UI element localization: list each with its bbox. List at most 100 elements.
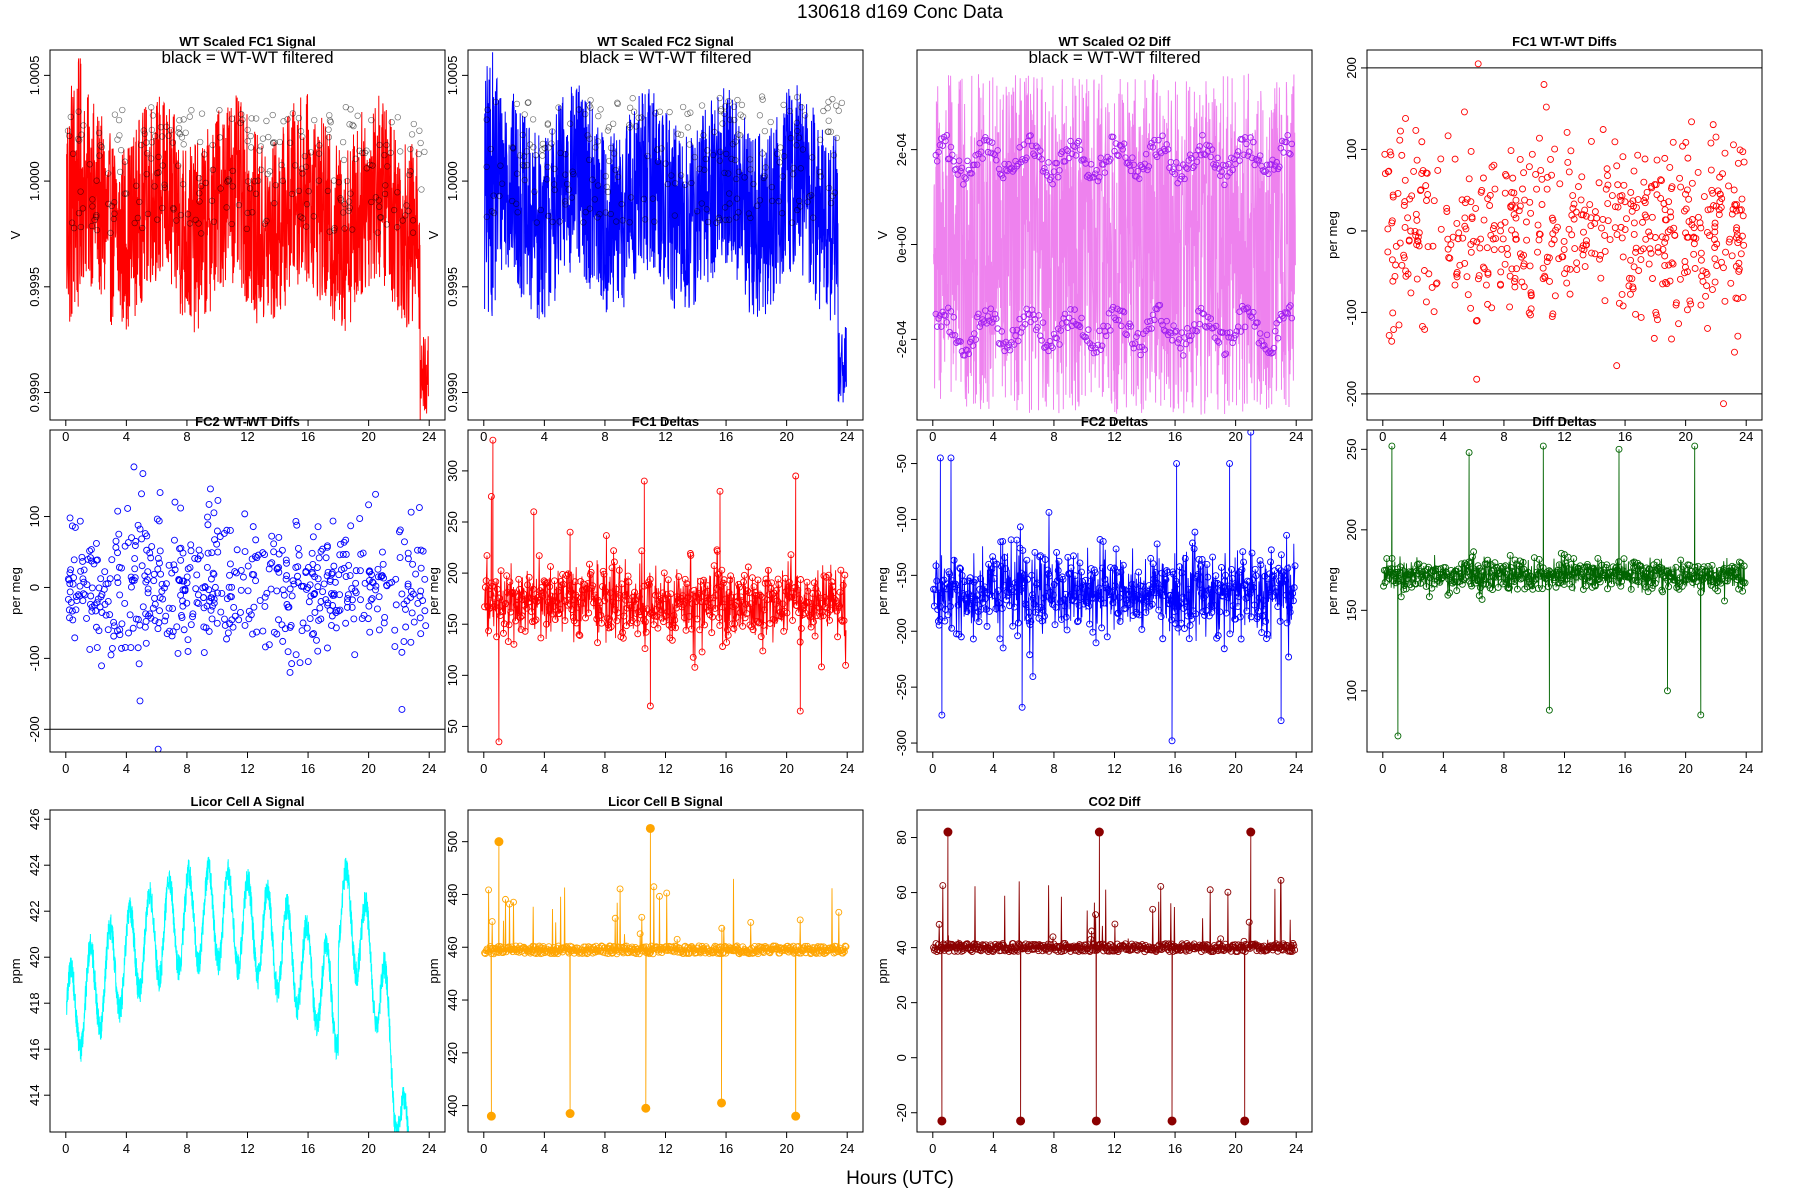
data-point bbox=[213, 619, 221, 627]
data-point bbox=[1200, 941, 1208, 949]
data-point bbox=[1508, 188, 1516, 196]
data-point bbox=[1537, 167, 1545, 174]
data-point bbox=[1029, 594, 1037, 602]
y-tick-label: -150 bbox=[894, 562, 909, 588]
x-tick-label: 8 bbox=[601, 1141, 608, 1156]
filtered-point bbox=[1126, 161, 1133, 169]
filtered-point bbox=[786, 107, 793, 115]
data-point bbox=[1386, 148, 1394, 156]
data-point bbox=[1563, 279, 1571, 287]
filtered-point bbox=[96, 152, 103, 159]
data-point bbox=[216, 533, 224, 541]
data-point bbox=[1252, 572, 1260, 580]
filtered-point bbox=[79, 205, 87, 212]
filtered-point bbox=[1087, 161, 1095, 168]
filtered-point bbox=[1195, 146, 1202, 154]
data-point bbox=[559, 580, 567, 588]
filtered-point bbox=[368, 198, 375, 206]
data-point bbox=[1240, 558, 1248, 566]
data-point bbox=[634, 630, 642, 638]
filtered-point bbox=[1251, 161, 1258, 169]
data-point bbox=[643, 605, 651, 613]
y-tick-label: 1.0000 bbox=[27, 161, 42, 201]
data-point bbox=[1059, 576, 1067, 583]
data-point bbox=[168, 569, 176, 577]
y-tick-label: 1.0005 bbox=[27, 55, 42, 95]
x-tick-label: 20 bbox=[361, 761, 375, 776]
data-point bbox=[281, 625, 289, 633]
data-point bbox=[1458, 560, 1466, 568]
data-point bbox=[1597, 274, 1605, 282]
data-point bbox=[1704, 324, 1711, 332]
filtered-point bbox=[247, 144, 255, 151]
data-point bbox=[936, 454, 944, 462]
data-point bbox=[1690, 250, 1698, 258]
data-point bbox=[485, 627, 493, 635]
filtered-point bbox=[1182, 164, 1190, 171]
filtered-point bbox=[703, 206, 710, 213]
filtered-point bbox=[831, 189, 838, 196]
data-point bbox=[1424, 243, 1432, 251]
plot-frame bbox=[1366, 49, 1763, 421]
filtered-point bbox=[93, 226, 101, 234]
data-point bbox=[1236, 613, 1244, 621]
data-point bbox=[153, 515, 161, 523]
data-point bbox=[317, 615, 325, 623]
data-point bbox=[124, 539, 132, 547]
data-point bbox=[1020, 571, 1028, 579]
data-point bbox=[1209, 553, 1217, 561]
data-point bbox=[1141, 596, 1149, 604]
filtered-point bbox=[216, 134, 224, 141]
data-point bbox=[1168, 737, 1176, 745]
data-point bbox=[328, 612, 336, 620]
data-point bbox=[946, 602, 954, 610]
data-point bbox=[1668, 335, 1675, 343]
data-point bbox=[1601, 297, 1609, 305]
filtered-point bbox=[284, 116, 291, 123]
data-point bbox=[373, 605, 381, 613]
data-point bbox=[1239, 548, 1247, 556]
data-point bbox=[788, 593, 796, 601]
filtered-point bbox=[635, 114, 642, 121]
x-tick-label: 0 bbox=[62, 761, 69, 776]
data-point bbox=[1709, 286, 1716, 293]
data-point bbox=[226, 560, 234, 568]
data-point bbox=[587, 568, 595, 576]
data-point bbox=[101, 568, 109, 576]
data-point bbox=[1527, 305, 1535, 313]
data-point bbox=[1240, 582, 1248, 590]
data-point bbox=[156, 559, 163, 567]
filtered-point bbox=[833, 134, 841, 142]
data-point bbox=[1499, 235, 1507, 243]
data-point bbox=[1497, 562, 1505, 570]
filtered-point bbox=[1179, 352, 1187, 359]
data-point bbox=[1461, 259, 1469, 267]
filtered-point bbox=[816, 168, 823, 176]
data-point bbox=[1223, 593, 1231, 601]
data-point bbox=[1397, 127, 1404, 135]
data-point bbox=[790, 594, 798, 602]
data-point bbox=[936, 615, 944, 623]
filtered-point bbox=[303, 223, 310, 230]
data-point bbox=[488, 918, 496, 926]
data-point bbox=[1611, 203, 1619, 211]
data-point bbox=[1648, 584, 1656, 592]
data-point bbox=[1582, 582, 1590, 590]
data-point bbox=[513, 602, 521, 609]
data-point bbox=[733, 593, 741, 601]
filtered-point bbox=[597, 106, 604, 113]
filtered-point bbox=[286, 139, 294, 146]
data-point bbox=[161, 617, 169, 625]
filtered-point bbox=[397, 148, 404, 155]
filtered-point bbox=[144, 150, 151, 157]
data-point bbox=[783, 609, 791, 617]
filtered-point bbox=[154, 216, 161, 223]
filtered-point bbox=[544, 120, 552, 127]
data-point bbox=[372, 490, 379, 498]
data-point bbox=[1093, 590, 1101, 598]
data-point bbox=[551, 577, 558, 585]
data-point bbox=[1737, 250, 1745, 258]
data-point bbox=[332, 609, 340, 617]
data-point bbox=[1587, 222, 1595, 230]
data-point bbox=[1684, 233, 1692, 241]
